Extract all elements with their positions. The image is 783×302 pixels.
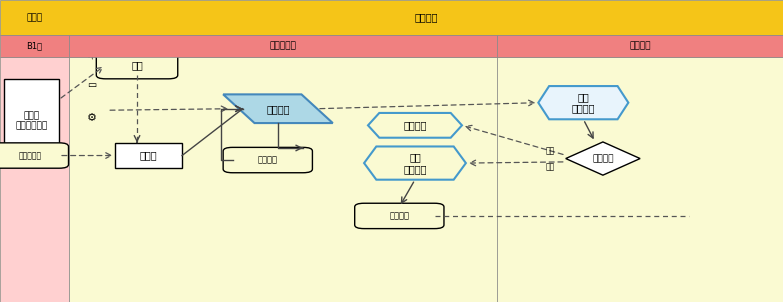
Text: ▭: ▭ [87, 80, 96, 90]
FancyBboxPatch shape [0, 0, 783, 35]
Text: 仕入一覧: 仕入一覧 [403, 120, 427, 130]
FancyBboxPatch shape [69, 35, 497, 57]
Polygon shape [364, 146, 466, 180]
FancyBboxPatch shape [355, 203, 444, 229]
Text: 差戻: 差戻 [546, 162, 554, 171]
Text: 伝票
申請管理: 伝票 申請管理 [403, 152, 427, 174]
Text: 仕入先: 仕入先 [27, 13, 42, 22]
FancyBboxPatch shape [0, 35, 69, 57]
FancyBboxPatch shape [0, 57, 69, 302]
Text: 差戻確認: 差戻確認 [258, 156, 278, 165]
FancyBboxPatch shape [116, 143, 182, 169]
Text: ⚙: ⚙ [87, 113, 96, 123]
FancyBboxPatch shape [0, 143, 69, 168]
Text: 営業部長: 営業部長 [630, 42, 651, 50]
FancyBboxPatch shape [497, 57, 783, 302]
Text: 検収書: 検収書 [140, 150, 157, 161]
Text: 検収書受領: 検収書受領 [18, 151, 41, 160]
FancyBboxPatch shape [69, 57, 497, 302]
FancyBboxPatch shape [96, 51, 178, 79]
Text: ✶: ✶ [86, 50, 97, 63]
Polygon shape [368, 113, 462, 138]
Polygon shape [223, 94, 333, 123]
FancyBboxPatch shape [497, 35, 783, 57]
Text: 承認: 承認 [546, 146, 554, 155]
Text: 伝票確認: 伝票確認 [592, 154, 614, 163]
Text: 検収: 検収 [131, 60, 143, 70]
Text: B1社: B1社 [27, 42, 42, 50]
Polygon shape [565, 142, 640, 175]
Polygon shape [538, 86, 628, 119]
FancyBboxPatch shape [223, 147, 312, 173]
FancyBboxPatch shape [4, 79, 59, 163]
Text: 伝票
承認管理: 伝票 承認管理 [572, 92, 595, 114]
Text: 営業部門: 営業部門 [414, 12, 438, 22]
Text: 検収書
フォーマット: 検収書 フォーマット [15, 111, 48, 130]
Text: 営業担当者: 営業担当者 [269, 42, 297, 50]
Text: 仕入入力: 仕入入力 [266, 104, 290, 114]
Text: 承認確認: 承認確認 [389, 211, 410, 220]
